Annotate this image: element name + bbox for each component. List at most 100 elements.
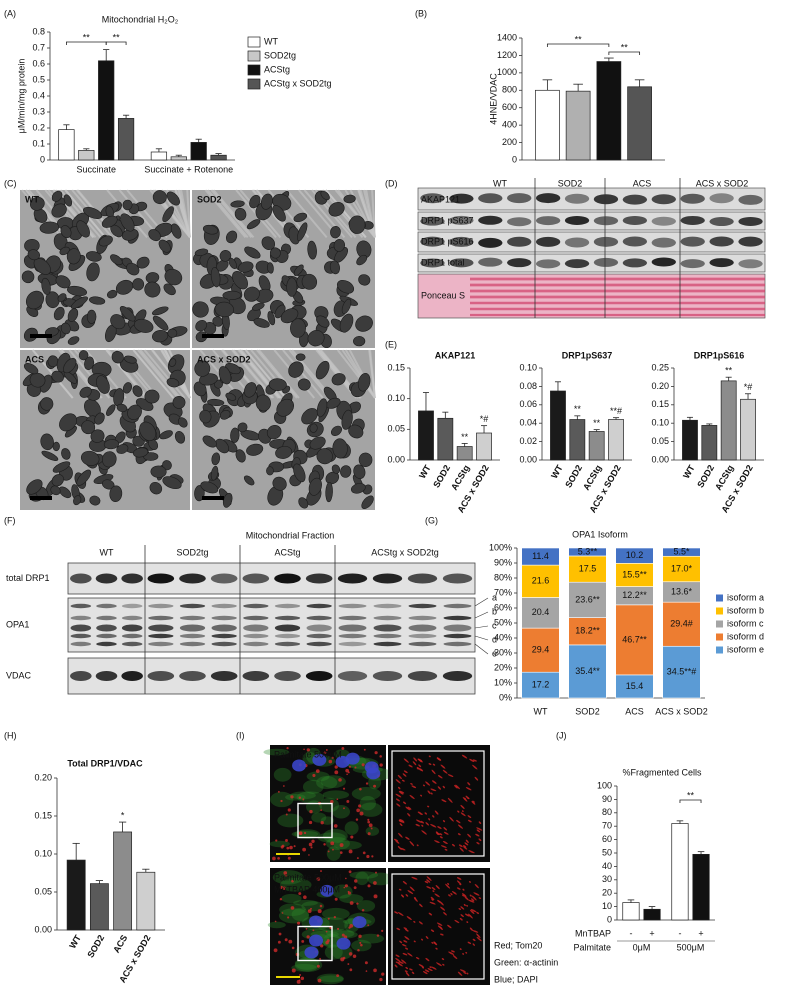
- tom20-signal: [467, 815, 472, 819]
- tom20-signal: [470, 909, 477, 913]
- tom20-signal: [417, 811, 422, 814]
- blot-band: [535, 236, 561, 247]
- tom20-signal: [282, 886, 286, 890]
- blot-band: [449, 193, 474, 204]
- value-label: 5.3**: [578, 546, 598, 556]
- series-label: +: [649, 928, 654, 938]
- tom20-signal: [461, 810, 464, 813]
- mitochondrion: [151, 306, 169, 316]
- legend-label: isoform a: [727, 592, 764, 602]
- bar: [66, 859, 86, 931]
- band-label: e: [492, 648, 497, 658]
- tom20-signal: [405, 836, 410, 840]
- tom20-signal: [395, 954, 400, 958]
- tom20-signal: [458, 908, 461, 910]
- blot-band: [337, 573, 368, 584]
- tom20-signal: [317, 909, 322, 914]
- chart-title: AKAP121: [435, 350, 476, 360]
- tom20-signal: [397, 912, 404, 916]
- tom20-signal: [334, 897, 338, 901]
- mitochondrion: [144, 281, 161, 298]
- tom20-signal: [342, 787, 346, 790]
- blot-band: [449, 215, 474, 225]
- tom20-signal: [310, 907, 312, 910]
- bar: [622, 902, 640, 921]
- tom20-signal: [345, 768, 349, 773]
- myofibril-stripe: [282, 349, 324, 399]
- mitochondrion: [133, 447, 149, 458]
- legend-swatch: [716, 646, 723, 654]
- y-tick-label: 70: [602, 821, 612, 831]
- bar-segment: [568, 581, 607, 618]
- band-pointer: [474, 635, 489, 641]
- mitochondrion: [361, 495, 374, 509]
- mitochondrion: [232, 271, 248, 290]
- y-tick-label: 100: [597, 780, 612, 790]
- mitochondrion: [225, 230, 238, 244]
- legend-label: SOD2tg: [264, 50, 296, 60]
- blot-band: [70, 633, 92, 639]
- blot-band: [478, 257, 503, 267]
- tom20-signal: [478, 821, 482, 825]
- tom20-signal: [404, 928, 409, 932]
- error-bar: [422, 392, 429, 411]
- mitochondrion: [290, 318, 306, 338]
- tom20-signal: [416, 844, 419, 847]
- y-tick-label: 0.00: [34, 924, 52, 934]
- tom20-signal: [291, 946, 295, 950]
- tom20-signal: [467, 797, 470, 800]
- y-tick-label: 90%: [494, 557, 512, 567]
- error-bar: [554, 381, 561, 391]
- bar: [117, 118, 135, 161]
- value-label: 46.7**: [622, 634, 647, 644]
- mitochondrion: [51, 203, 67, 218]
- tom20-signal: [430, 788, 437, 792]
- blot-band: [274, 641, 301, 647]
- bar-segment: [521, 564, 560, 598]
- tom20-signal: [466, 921, 469, 924]
- tom20-signal: [272, 856, 276, 861]
- blot-band: [70, 615, 92, 621]
- mitochondrion: [136, 256, 150, 269]
- tom20-signal: [373, 968, 377, 973]
- tom20-signal: [356, 857, 359, 860]
- mitochondrion: [40, 433, 54, 451]
- tom20-signal: [407, 952, 413, 957]
- y-axis-label: 4HNE/VDAC: [488, 73, 498, 125]
- error-bar: [481, 425, 488, 434]
- tom20-signal: [463, 846, 468, 850]
- blot-band: [274, 624, 301, 632]
- mitochondrion: [89, 296, 106, 305]
- panel-label: (I): [236, 730, 245, 740]
- mitochondrion: [353, 336, 366, 347]
- tom20-signal: [419, 903, 423, 908]
- image-label: Palmitate 500μM: [274, 749, 342, 759]
- actinin-signal: [302, 779, 324, 794]
- significance-label: **#: [610, 406, 622, 416]
- mitochondrion: [120, 213, 135, 232]
- legend-swatch: [716, 620, 723, 628]
- error-bar: [604, 57, 614, 62]
- tom20-signal: [400, 894, 404, 897]
- blot-band: [680, 259, 705, 269]
- myofibril-stripe: [210, 189, 253, 239]
- mitochondrion: [280, 308, 299, 324]
- tom20-signal: [471, 895, 477, 901]
- blot-band: [121, 633, 143, 639]
- tom20-signal: [306, 748, 310, 752]
- mitochondrion: [115, 279, 134, 295]
- legend-label: isoform b: [727, 605, 764, 615]
- scale-bar: [30, 334, 52, 338]
- band-pointer: [474, 611, 489, 619]
- blot-band: [442, 671, 473, 681]
- blot-band: [148, 641, 174, 647]
- tom20-signal: [398, 832, 403, 838]
- tom20-signal: [460, 914, 464, 918]
- tom20-signal: [465, 839, 469, 843]
- panel-label: (B): [415, 8, 427, 18]
- nucleus: [336, 937, 351, 950]
- blot-title: Mitochondrial Fraction: [246, 530, 335, 540]
- actinin-signal: [326, 846, 341, 861]
- actinin-signal: [331, 945, 353, 960]
- tom20-signal: [406, 916, 412, 921]
